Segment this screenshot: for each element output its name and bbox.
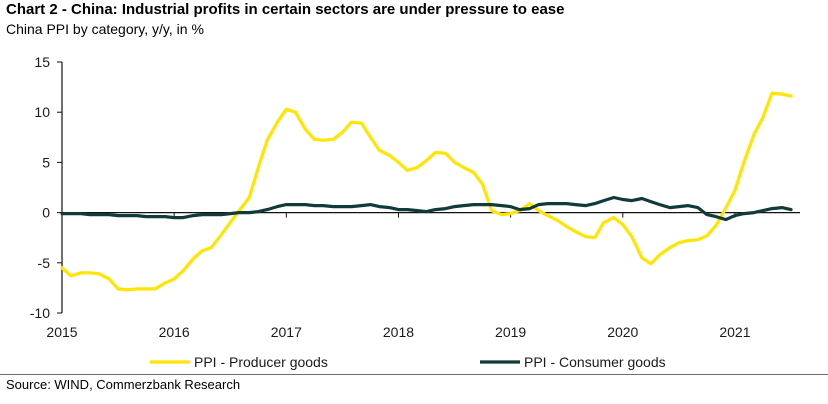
series-lines	[60, 91, 793, 292]
x-tick-label: 2018	[383, 324, 414, 340]
legend-label: PPI - Consumer goods	[524, 354, 666, 370]
legend-label: PPI - Producer goods	[194, 354, 328, 370]
legend: PPI - Producer goods PPI - Consumer goods	[150, 354, 666, 370]
chart-title: Chart 2 - China: Industrial profits in c…	[6, 1, 565, 18]
x-tick-label: 2015	[46, 324, 77, 340]
x-tick-label: 2017	[271, 324, 302, 340]
series-line-producer-goods	[60, 91, 793, 292]
x-tick-label: 2016	[159, 324, 190, 340]
series-line-consumer-goods	[60, 195, 793, 222]
x-tick-label: 2021	[719, 324, 750, 340]
y-tick-label: -5	[38, 255, 51, 271]
y-tick-label: 5	[42, 154, 50, 170]
y-tick-label: 10	[34, 104, 50, 120]
x-tick-label: 2019	[495, 324, 526, 340]
source-note: Source: WIND, Commerzbank Research	[6, 377, 241, 392]
y-tick-label: -10	[30, 305, 50, 321]
chart-subtitle: China PPI by category, y/y, in %	[6, 21, 204, 37]
x-tick-label: 2020	[607, 324, 638, 340]
y-tick-label: 0	[42, 205, 50, 221]
y-tick-label: 15	[34, 54, 50, 70]
axes-group: 15 10 5 0 -5 -10 2015 2016 2017 2018 2019 2020 2021	[30, 54, 800, 340]
source-rule	[0, 374, 828, 375]
